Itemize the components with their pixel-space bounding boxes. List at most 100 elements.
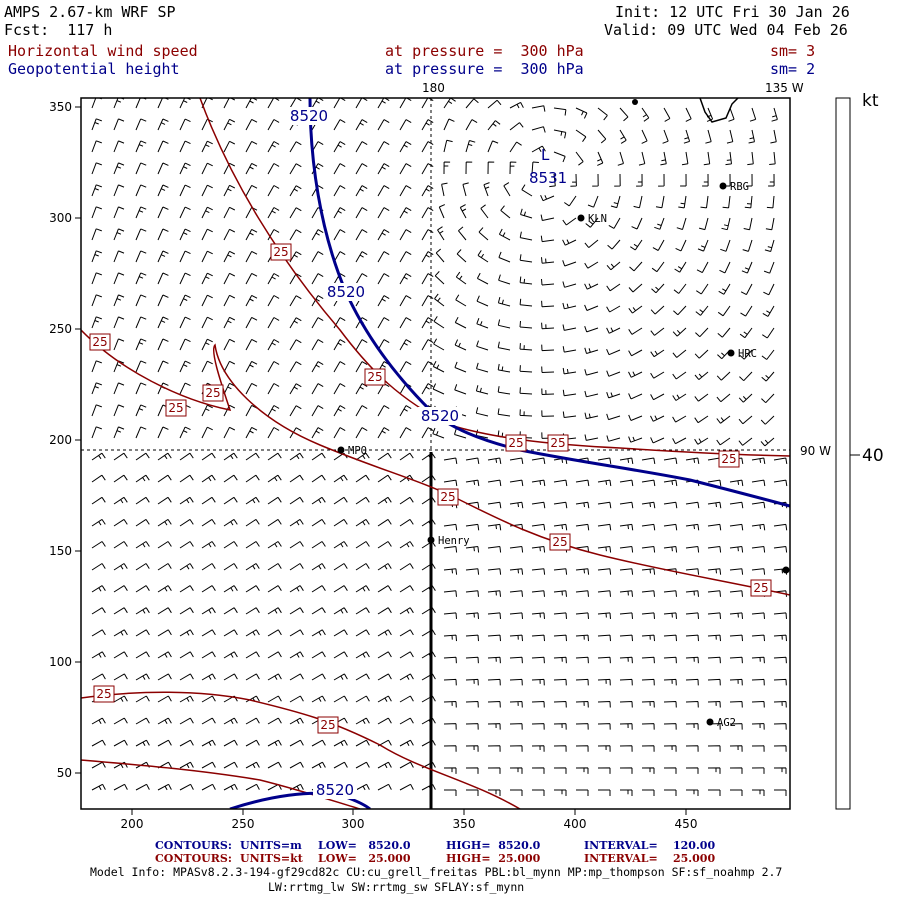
wind-barb (454, 361, 467, 373)
wind-barb (399, 361, 412, 373)
wind-barb (531, 546, 546, 553)
wind-barb (245, 118, 258, 131)
wind-barb (289, 739, 304, 747)
wind-barb (531, 701, 545, 708)
wind-barb (245, 629, 260, 637)
wind-barb (399, 317, 412, 329)
wind-barb (421, 673, 436, 681)
wind-barb (113, 585, 128, 593)
wind-barb (421, 496, 436, 505)
wind-barb (497, 296, 511, 307)
wind-barb (663, 656, 677, 664)
wind-barb (487, 161, 495, 175)
wind-barb (135, 184, 147, 197)
wind-barb (399, 739, 414, 747)
wind-barb (509, 745, 523, 752)
wind-barb (421, 629, 436, 637)
wind-barb (333, 695, 348, 703)
height-contour-label: 8520 (324, 283, 368, 301)
wind-barb (311, 474, 326, 483)
wind-barb (289, 185, 302, 197)
height-contour-labels: 8520 8520 8520 8520 (287, 107, 462, 799)
wind-barb (531, 656, 545, 664)
wind-barb (641, 590, 655, 597)
wind-barb (245, 651, 260, 659)
wind-barb (377, 496, 392, 505)
wind-barb (729, 723, 743, 730)
field-2-level: at pressure = 300 hPa (385, 60, 584, 78)
speed-contour-label: 25 (718, 450, 740, 468)
wind-barb (500, 205, 511, 219)
wind-barb (113, 426, 125, 439)
wind-barb (377, 607, 392, 615)
wind-barb (91, 118, 102, 131)
wind-barb (685, 523, 700, 531)
wind-barb (421, 607, 436, 615)
wind-barb (289, 229, 302, 241)
model-info-line-2: LW:rrtmg_lw SW:rrtmg_sw SFLAY:sf_mynn (268, 880, 525, 894)
wind-barb (729, 546, 744, 553)
wind-barb (267, 585, 282, 593)
wind-barb (739, 349, 753, 360)
wind-barb (421, 452, 436, 461)
wind-barb (678, 195, 687, 209)
y-tick-label: 100 (49, 655, 72, 669)
wind-barb (532, 789, 545, 796)
wind-barb (135, 294, 147, 307)
wind-barb (333, 141, 346, 153)
wind-barb (443, 479, 458, 487)
x-axis: 200 250 300 350 400 450 (121, 809, 697, 831)
wind-barb (465, 767, 479, 774)
wind-barb (771, 107, 778, 122)
wind-barb (179, 360, 191, 373)
wind-barb (289, 383, 302, 395)
wind-barb (157, 360, 169, 373)
wind-barb (399, 541, 414, 549)
wind-barb (773, 701, 787, 708)
wind-barb (717, 305, 731, 317)
wind-barb (476, 362, 489, 373)
speed-contour-label: 25 (93, 685, 115, 703)
model-info-line-1: Model Info: MPASv8.2.3-194-gf29cd82c CU:… (90, 865, 783, 879)
wind-barb (519, 231, 533, 241)
wind-barb (91, 426, 102, 439)
wind-barb (575, 723, 589, 730)
wind-barb (454, 316, 467, 329)
wind-barb (311, 452, 326, 461)
wind-barb (399, 141, 412, 153)
wind-barb (751, 767, 765, 774)
wind-barb (708, 789, 721, 796)
wind-barb (465, 479, 480, 487)
wind-barb (201, 585, 216, 593)
height-contour-label: 8520 (313, 781, 357, 799)
speed-contour-label: 25 (547, 434, 569, 452)
wind-barbs (91, 98, 788, 796)
wind-barb (355, 452, 370, 461)
wind-barb (245, 541, 260, 549)
wind-barb (531, 568, 546, 575)
wind-barb (179, 629, 194, 637)
wind-barb (113, 206, 125, 219)
wind-barb (311, 518, 326, 527)
wind-barb (773, 612, 787, 619)
wind-barb (553, 501, 568, 509)
wind-barb (610, 195, 621, 209)
wind-barb (135, 695, 150, 703)
wind-barb (746, 173, 753, 187)
wind-barb (575, 745, 589, 752)
wind-barb (135, 426, 147, 439)
wind-barb (685, 634, 699, 642)
wind-barb (655, 195, 665, 209)
wind-barb (650, 393, 665, 401)
wind-barb (773, 546, 788, 553)
wind-barb (570, 173, 577, 187)
wind-barb (443, 546, 458, 553)
wind-barb (694, 371, 709, 380)
wind-barb (399, 405, 412, 417)
wind-barb (683, 129, 691, 144)
svg-text:25: 25 (721, 452, 736, 466)
wind-barb (638, 151, 646, 166)
wind-barb (377, 717, 392, 725)
wind-barb (201, 140, 213, 153)
wind-barb (289, 295, 302, 307)
